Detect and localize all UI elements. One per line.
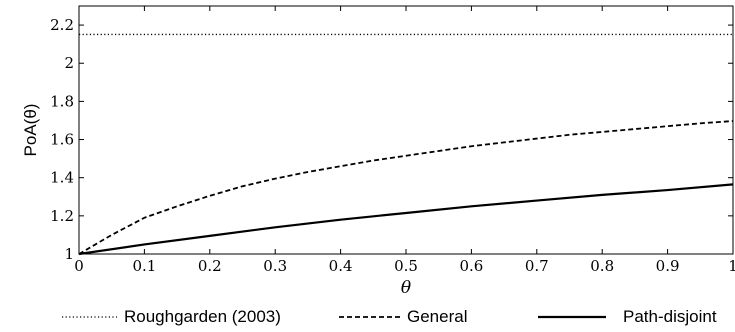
x-tick-label: 0.5 [394,257,418,275]
x-tick-label: 0.4 [329,257,353,275]
x-tick-label: 0.7 [525,257,549,275]
y-tick-label: 1.6 [50,131,74,149]
y-axis-label: PoA(θ) [21,104,40,157]
axes: 0 0.1 0.2 0.3 0.4 0.5 0.6 0.7 0.8 0.9 1 1 1.2 1.4 1.6 1… [21,5,735,298]
legend: Roughgarden (2003) General Path-disjoint [62,307,717,326]
y-tick-label: 1.2 [50,207,74,225]
x-axis-label: θ [401,278,411,298]
y-tick-label: 2 [64,54,74,72]
y-tick-label: 1.4 [50,169,74,187]
y-tick-label: 1 [64,245,74,263]
x-tick-label: 0.2 [198,257,222,275]
legend-label-2: General [407,307,467,326]
series-line-2 [78,120,734,255]
legend-label-3: Path-disjoint [623,307,717,326]
y-tick-label: 2.2 [50,16,74,34]
y-tick-label: 1.8 [50,92,74,110]
series-line-3 [78,183,734,256]
x-tick-label: 0 [74,257,84,275]
legend-label-1: Roughgarden (2003) [124,307,281,326]
x-tick-label: 0.1 [132,257,156,275]
x-tick-label: 0.6 [459,257,483,275]
axes-frame [78,5,734,255]
x-tick-label: 1 [728,257,735,275]
x-tick-label: 0.9 [656,257,680,275]
x-tick-label: 0.3 [263,257,287,275]
plot-area [78,33,734,256]
x-tick-label: 0.8 [590,257,614,275]
